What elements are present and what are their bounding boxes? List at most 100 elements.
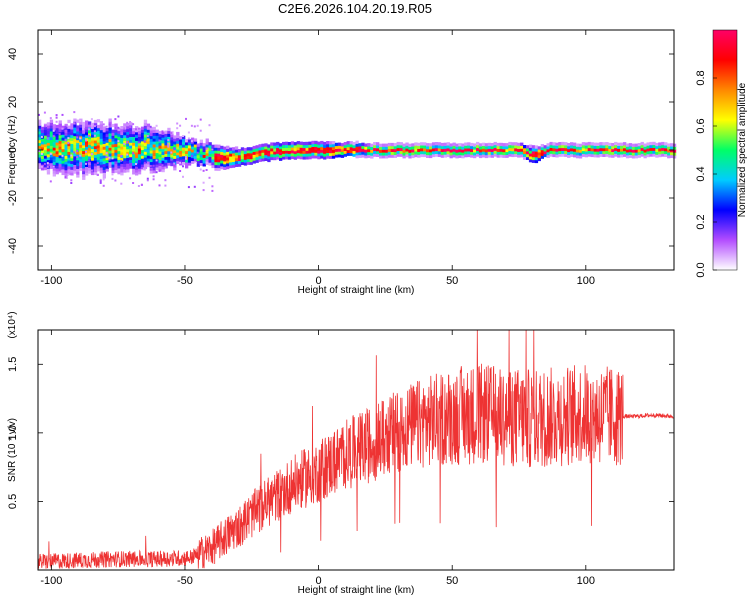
heatmap-cell: [349, 144, 353, 148]
heatmap-cell: [652, 144, 656, 148]
heatmap-cell: [240, 155, 245, 160]
heatmap-cell: [143, 151, 148, 155]
heatmap-cell: [67, 160, 71, 164]
heatmap-cell: [605, 153, 609, 157]
heatmap-cell: [284, 147, 289, 151]
heatmap-cell: [137, 148, 142, 152]
heatmap-cell: [570, 153, 574, 157]
heatmap-cell: [534, 156, 539, 161]
heatmap-cell: [232, 158, 236, 162]
heatmap-cell: [446, 153, 450, 158]
heatmap-cell: [132, 136, 136, 140]
heatmap-cell: [496, 151, 500, 155]
heatmap-cell: [390, 145, 394, 150]
heatmap-cell: [149, 135, 153, 140]
spectrogram-x-axis-label: Height of straight line (km): [298, 285, 415, 296]
heatmap-cell: [108, 138, 112, 142]
heatmap-cell: [164, 150, 168, 154]
heatmap-cell: [43, 152, 48, 156]
heatmap-cell: [93, 125, 98, 129]
y-tick-label: 20: [7, 96, 19, 108]
heatmap-cell: [670, 154, 674, 158]
heatmap-cell: [58, 160, 62, 164]
heatmap-cell: [173, 152, 177, 156]
heatmap-cell: [667, 143, 671, 147]
heatmap-cell: [305, 141, 309, 146]
heatmap-cell: [70, 126, 74, 130]
heatmap-cell: [99, 180, 102, 183]
heatmap-cell: [261, 155, 265, 159]
heatmap-cell: [584, 148, 588, 152]
heatmap-cell: [114, 179, 117, 182]
heatmap-cell: [534, 145, 539, 149]
heatmap-cell: [229, 162, 233, 166]
heatmap-cell: [455, 152, 459, 156]
heatmap-cell: [55, 159, 59, 163]
heatmap-cell: [376, 148, 380, 152]
heatmap-cell: [287, 142, 292, 146]
heatmap-cell: [223, 152, 227, 156]
heatmap-cell: [73, 170, 77, 174]
heatmap-cell: [140, 138, 145, 142]
heatmap-cell: [90, 154, 95, 158]
heatmap-cell: [340, 151, 345, 155]
heatmap-cell: [126, 166, 130, 170]
heatmap-cell: [140, 161, 145, 165]
heatmap-cell: [361, 148, 365, 152]
heatmap-cell: [46, 156, 51, 161]
heatmap-cell: [90, 122, 95, 127]
heatmap-cell: [170, 162, 174, 167]
heatmap-cell: [326, 149, 330, 153]
heatmap-cell: [123, 129, 127, 133]
heatmap-cell: [258, 155, 262, 159]
heatmap-cell: [496, 142, 500, 147]
heatmap-cell: [82, 142, 86, 146]
heatmap-cell: [176, 157, 180, 162]
heatmap-cell: [478, 146, 483, 150]
heatmap-cell: [152, 141, 156, 145]
heatmap-cell: [367, 148, 371, 153]
heatmap-cell: [96, 159, 101, 163]
heatmap-cell: [129, 139, 133, 143]
heatmap-cell: [232, 161, 236, 165]
heatmap-cell: [120, 182, 123, 185]
colorbar-label: Normalized spectral amplitude: [737, 82, 748, 217]
heatmap-cell: [64, 146, 68, 151]
heatmap-cell: [326, 141, 330, 145]
heatmap-cell: [578, 149, 583, 153]
heatmap-cell: [46, 148, 51, 152]
heatmap-cell: [179, 142, 183, 146]
heatmap-cell: [455, 155, 459, 159]
heatmap-cell: [155, 146, 159, 151]
heatmap-cell: [549, 150, 553, 154]
heatmap-cell: [108, 130, 112, 134]
x-tick-label: -100: [40, 575, 62, 587]
heatmap-cell: [305, 156, 309, 160]
heatmap-cell: [355, 140, 359, 144]
heatmap-cell: [340, 143, 345, 147]
heatmap-cell: [164, 153, 168, 157]
heatmap-cell: [126, 137, 130, 141]
heatmap-cell: [199, 168, 202, 171]
heatmap-cell: [452, 145, 456, 149]
heatmap-cell: [658, 153, 662, 158]
heatmap-cell: [187, 145, 192, 149]
heatmap-cell: [152, 158, 156, 162]
heatmap-cell: [132, 123, 135, 126]
heatmap-cell: [205, 144, 209, 148]
heatmap-cell: [149, 130, 153, 134]
heatmap-cell: [40, 129, 45, 133]
heatmap-cell: [358, 143, 362, 147]
heatmap-cell: [308, 150, 312, 154]
heatmap-cell: [176, 146, 180, 150]
heatmap-cell: [38, 142, 42, 146]
heatmap-cell: [290, 147, 295, 151]
heatmap-cell: [187, 142, 192, 146]
heatmap-cell: [264, 157, 268, 161]
heatmap-cell: [73, 153, 77, 157]
heatmap-cell: [640, 147, 644, 151]
heatmap-cell: [255, 148, 259, 152]
y-tick-label: 1.5: [7, 357, 19, 372]
spectrogram-cells: [38, 111, 677, 192]
heatmap-cell: [370, 146, 374, 150]
